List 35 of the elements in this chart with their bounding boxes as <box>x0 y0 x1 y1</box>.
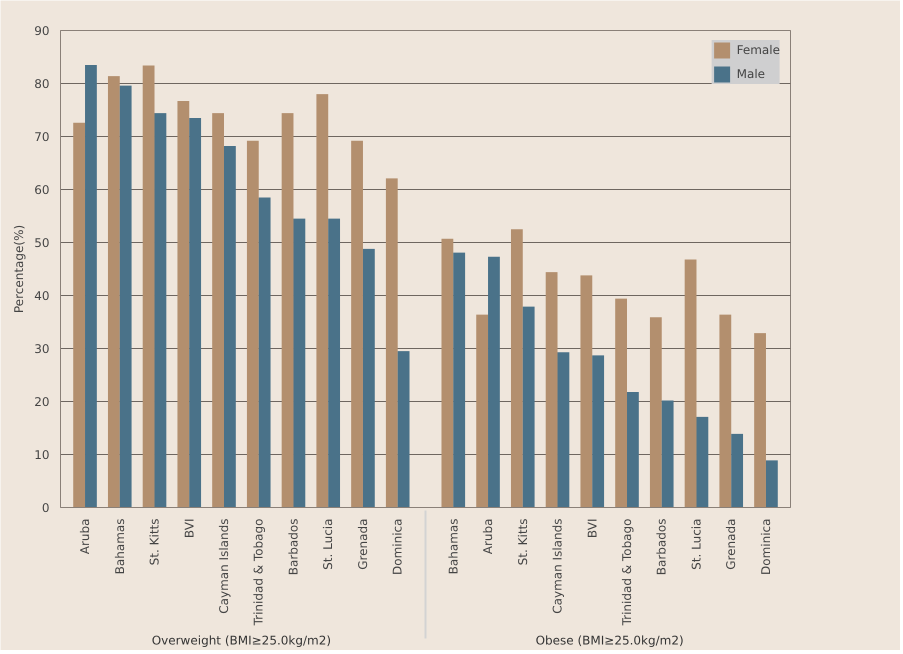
x-tick-label: Bahamas <box>446 518 460 574</box>
x-tick-label: St. Lucia <box>321 518 336 570</box>
x-tick-label: St. Lucia <box>689 518 704 570</box>
x-tick-label: Trinidad & Tobago <box>620 518 634 626</box>
y-tick-label: 40 <box>34 289 50 303</box>
x-tick-label: Grenada <box>724 518 738 570</box>
y-tick-label: 10 <box>34 448 50 462</box>
x-tick-label: Dominica <box>758 518 773 575</box>
text: Overweight (BMI≥25.0kg/m2) <box>152 633 332 648</box>
legend-label: Male <box>736 67 766 81</box>
y-tick-label: 90 <box>34 24 50 38</box>
y-tick-label: 20 <box>34 395 50 409</box>
x-tick-label: Barbados <box>286 518 300 576</box>
y-tick-label: 60 <box>34 183 50 197</box>
x-tick-label: Aruba <box>78 518 92 554</box>
x-tick-label: Dominica <box>390 518 405 575</box>
y-tick-label: 80 <box>34 77 50 91</box>
y-tick-label: 70 <box>34 130 50 144</box>
y-axis-title: Percentage(%) <box>12 224 26 314</box>
x-tick-label: Grenada <box>356 518 370 570</box>
y-tick-label: 30 <box>34 342 50 356</box>
text: Obese (BMI≥25.0kg/m2) <box>536 633 684 648</box>
x-tick-label: Barbados <box>654 518 669 576</box>
y-tick-label: 0 <box>42 501 50 515</box>
x-tick-label: Cayman Islands <box>216 518 231 614</box>
x-tick-label: BVI <box>182 518 196 538</box>
x-tick-label: Aruba <box>481 518 496 554</box>
x-tick-label: BVI <box>585 518 600 538</box>
x-tick-label: St. Kitts <box>148 518 162 566</box>
x-tick-label: St. Kitts <box>516 518 530 566</box>
x-tick-label: Cayman Islands <box>550 518 565 614</box>
x-tick-label: Trinidad & Tobago <box>252 518 266 626</box>
y-tick-label: 50 <box>34 236 50 250</box>
x-tick-label: Bahamas <box>112 518 127 574</box>
legend-label: Female <box>736 43 780 57</box>
